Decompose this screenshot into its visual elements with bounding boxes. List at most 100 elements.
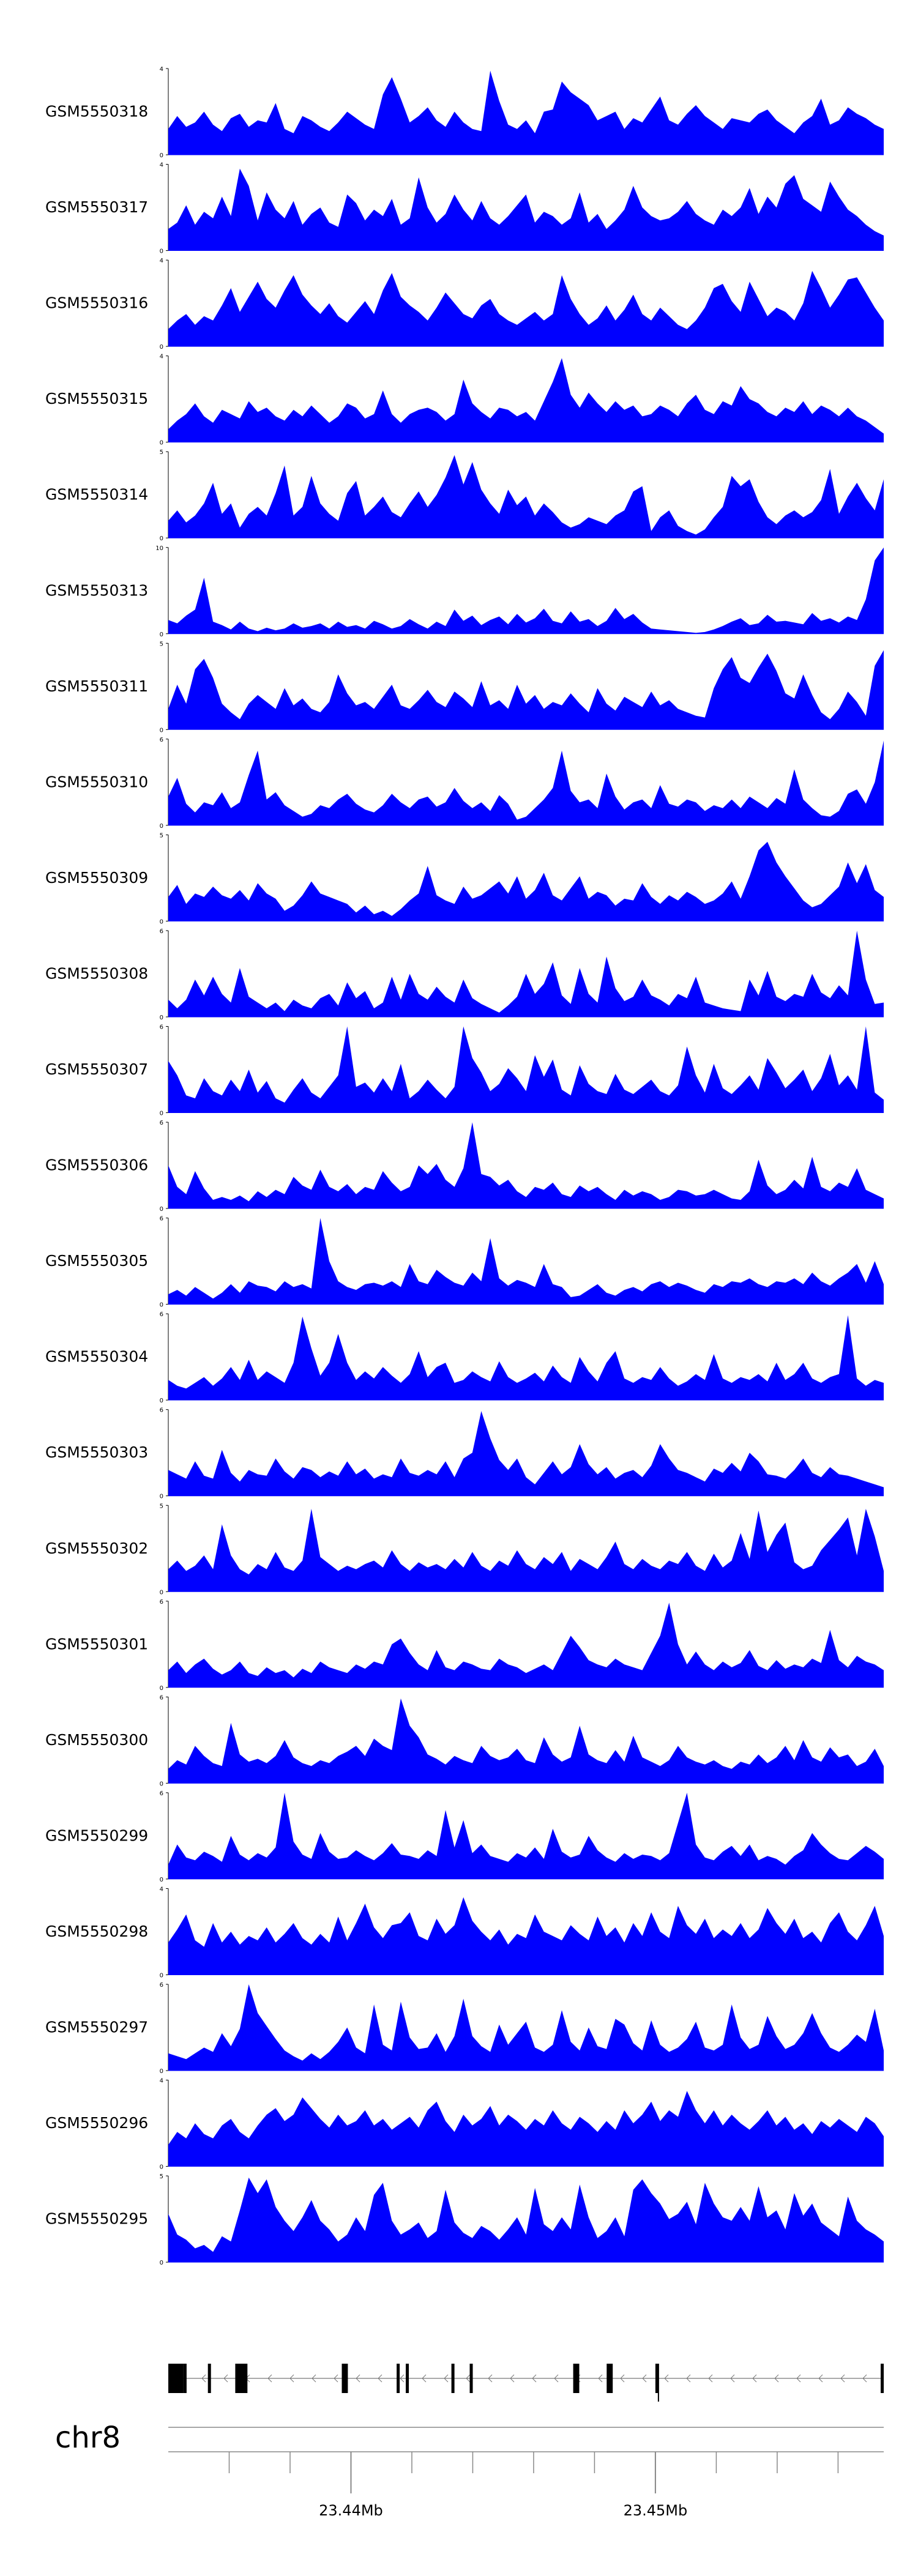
coverage-track: GSM5550296 4 0 [45, 2078, 884, 2171]
track-label: GSM5550298 [45, 1923, 148, 1940]
coverage-area [168, 1984, 884, 2071]
coverage-track: GSM5550317 4 0 [45, 162, 884, 255]
strand-chevron [708, 2374, 713, 2383]
chromosome-label: chr8 [55, 2421, 121, 2455]
track-label: GSM5550303 [45, 1443, 148, 1461]
coverage-track: GSM5550302 5 0 [45, 1503, 884, 1596]
track-label: GSM5550305 [45, 1252, 148, 1270]
strand-chevron [400, 2374, 405, 2383]
gene-exon-thin [655, 2364, 659, 2393]
strand-chevron [378, 2374, 382, 2383]
track-label: GSM5550309 [45, 869, 148, 887]
strand-chevron [510, 2374, 515, 2383]
y-min-label: 0 [160, 1877, 163, 1883]
y-min-label: 0 [160, 1398, 163, 1404]
y-max-label: 6 [160, 1407, 163, 1414]
coverage-track: GSM5550308 6 0 [45, 928, 884, 1021]
coverage-track: GSM5550300 6 0 [45, 1694, 884, 1787]
strand-chevron [267, 2374, 272, 2383]
strand-chevron [488, 2374, 493, 2383]
gene-exon-thin [881, 2364, 884, 2393]
y-max-label: 6 [160, 1790, 163, 1797]
y-max-label: 6 [160, 1311, 163, 1318]
y-max-label: 4 [160, 66, 163, 73]
coverage-track: GSM5550295 5 0 [45, 2173, 884, 2266]
coverage-track: GSM5550313 10 0 [45, 545, 884, 638]
strand-chevron [818, 2374, 823, 2383]
gene-exon-thin [183, 2364, 187, 2393]
genome-axis: chr8 23.44Mb 23.45Mb [55, 2421, 884, 2519]
y-min-label: 0 [160, 152, 163, 159]
strand-chevron [422, 2374, 427, 2383]
gene-exon [235, 2364, 248, 2393]
coverage-area [168, 2177, 884, 2263]
coverage-area [168, 1792, 884, 1879]
y-min-label: 0 [160, 1781, 163, 1787]
gene-exon-thin [606, 2364, 613, 2393]
coverage-track: GSM5550298 4 0 [45, 1886, 884, 1979]
y-max-label: 5 [160, 832, 163, 839]
coverage-track: GSM5550315 4 0 [45, 354, 884, 447]
coverage-track: GSM5550299 6 0 [45, 1790, 884, 1883]
coverage-area [168, 2091, 884, 2167]
y-max-label: 4 [160, 258, 163, 264]
y-max-label: 5 [160, 2173, 163, 2180]
gene-exon-thin [397, 2364, 400, 2393]
y-max-label: 4 [160, 2078, 163, 2085]
y-max-label: 6 [160, 737, 163, 743]
gene-exon [341, 2364, 348, 2393]
coverage-track: GSM5550297 6 0 [45, 1982, 884, 2075]
y-max-label: 5 [160, 449, 163, 456]
coverage-area [168, 931, 884, 1017]
coverage-area [168, 1315, 884, 1401]
coverage-area [168, 1603, 884, 1688]
coverage-track: GSM5550318 4 0 [45, 66, 884, 159]
y-min-label: 0 [160, 1589, 163, 1596]
coverage-area [168, 650, 884, 730]
track-label: GSM5550310 [45, 773, 148, 791]
strand-chevron [664, 2374, 669, 2383]
coverage-area [168, 455, 884, 538]
y-max-label: 10 [155, 545, 163, 552]
y-min-label: 0 [160, 248, 163, 255]
track-label: GSM5550295 [45, 2210, 148, 2228]
coverage-area [168, 1218, 884, 1305]
y-max-label: 4 [160, 162, 163, 169]
track-label: GSM5550302 [45, 1539, 148, 1557]
coverage-area [168, 168, 884, 251]
coverage-area [168, 1897, 884, 1975]
coverage-area [168, 1411, 884, 1496]
coverage-track: GSM5550303 6 0 [45, 1407, 884, 1500]
y-max-label: 4 [160, 1886, 163, 1893]
y-max-label: 6 [160, 1120, 163, 1126]
coverage-track: GSM5550311 5 0 [45, 641, 884, 734]
y-min-label: 0 [160, 1014, 163, 1021]
coverage-area [168, 1026, 884, 1113]
track-label: GSM5550301 [45, 1635, 148, 1653]
y-max-label: 4 [160, 354, 163, 360]
y-min-label: 0 [160, 1302, 163, 1309]
coverage-tracks: GSM555031840GSM555031740GSM555031640GSM5… [45, 66, 884, 2266]
coverage-area [168, 1698, 884, 1784]
strand-chevron [730, 2374, 735, 2383]
strand-chevron [356, 2374, 360, 2383]
y-min-label: 0 [160, 440, 163, 447]
y-min-label: 0 [160, 1972, 163, 1979]
coverage-track: GSM5550307 6 0 [45, 1024, 884, 1117]
strand-chevron [862, 2374, 867, 2383]
y-min-label: 0 [160, 1494, 163, 1500]
coverage-area [168, 270, 884, 347]
strand-chevron [334, 2374, 338, 2383]
gene-model-track [168, 2364, 884, 2402]
coverage-track: GSM5550309 5 0 [45, 832, 884, 925]
y-min-label: 0 [160, 2068, 163, 2075]
track-label: GSM5550300 [45, 1731, 148, 1749]
coverage-area [168, 1122, 884, 1209]
track-label: GSM5550316 [45, 294, 148, 312]
strand-chevron [752, 2374, 757, 2383]
track-label: GSM5550307 [45, 1060, 148, 1078]
coverage-track: GSM5550301 6 0 [45, 1599, 884, 1692]
axis-tick-label: 23.44Mb [319, 2502, 383, 2519]
coverage-area [168, 358, 884, 442]
